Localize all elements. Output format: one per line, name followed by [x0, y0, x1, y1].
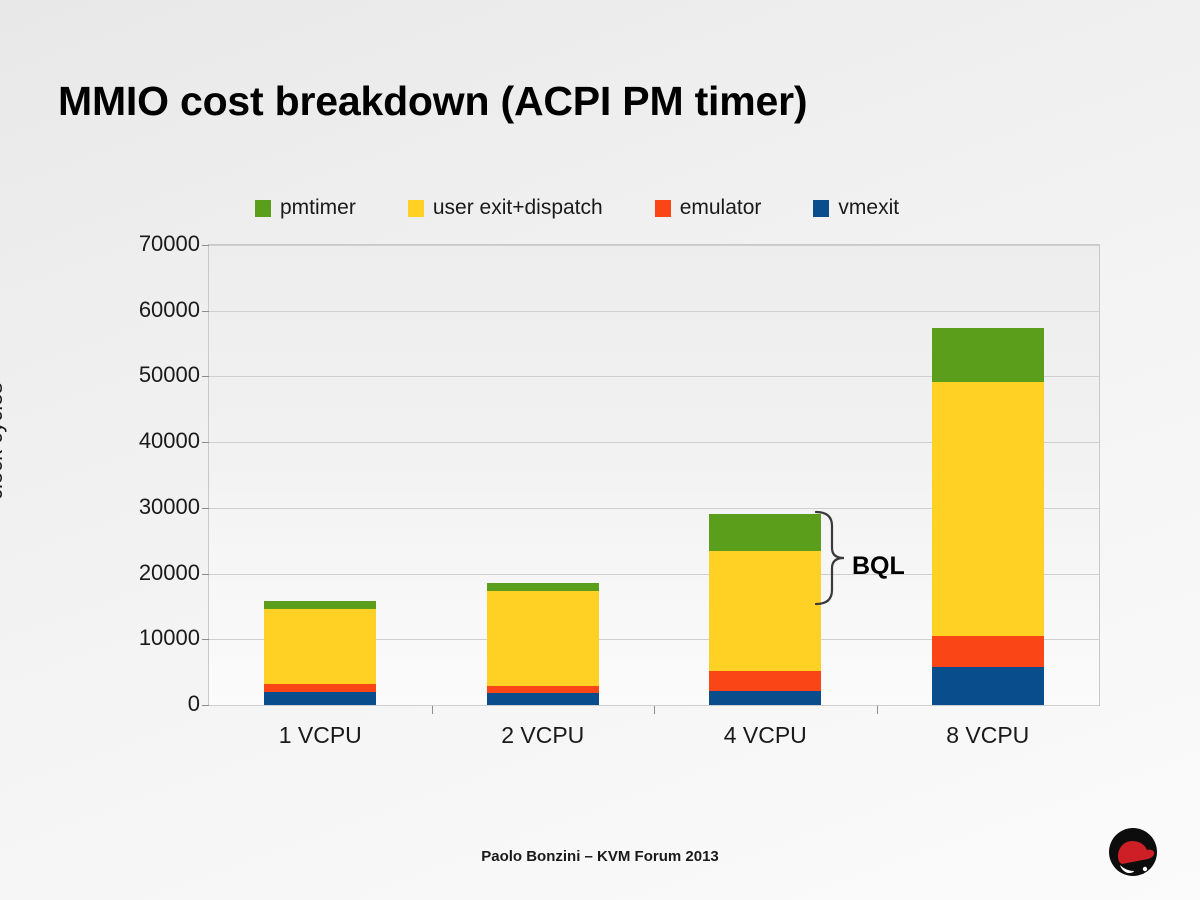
y-gridline: [209, 507, 1099, 509]
x-tick-label: 4 VCPU: [723, 722, 807, 748]
y-gridline: [209, 639, 1099, 641]
bar-segment-vmexit: [709, 690, 822, 705]
y-tick-mark: [202, 310, 209, 312]
bar-segment-emulator: [709, 670, 822, 691]
bar-segment-user-exit-dispatch: [264, 609, 377, 684]
legend-item-pmtimer: pmtimer: [255, 196, 356, 220]
y-tick-mark: [202, 442, 209, 444]
y-gridline: [209, 245, 1099, 246]
y-gridline: [209, 573, 1099, 575]
bar-segment-emulator: [264, 683, 377, 692]
bar-segment-pmtimer: [931, 327, 1044, 382]
legend-item-label: user exit+dispatch: [432, 196, 603, 219]
y-tick-label: 0: [187, 691, 200, 716]
y-tick-label: 50000: [138, 362, 200, 388]
bar-segment-vmexit: [486, 693, 599, 705]
bar-segment-user-exit-dispatch: [486, 590, 599, 686]
y-tick-mark: [202, 573, 209, 575]
bar-4-vcpu: [709, 514, 822, 705]
y-tick-label: 30000: [138, 493, 200, 519]
legend-item-label: vmexit: [838, 196, 900, 219]
y-tick-mark: [202, 639, 209, 641]
y-tick-mark: [202, 376, 209, 378]
x-tick-label: 2 VCPU: [501, 722, 585, 748]
y-gridline: [209, 310, 1099, 312]
y-axis-tick-labels: 0 10000 20000 30000 40000 50000 60000 70000: [68, 231, 200, 716]
plot-area: 1 VCPU 2 VCPU 4 VCPU 8 VCPU: [202, 244, 1100, 748]
bar-segment-pmtimer: [709, 514, 822, 552]
red-hat-shadowman-logo: [1098, 826, 1168, 880]
y-tick-label: 40000: [138, 428, 200, 454]
y-tick-label: 60000: [138, 296, 200, 322]
bar-1-vcpu: [264, 601, 377, 705]
chart-legend: pmtimer user exit+dispatch emulator vmexit: [255, 192, 1075, 224]
x-tick-mark: [876, 706, 878, 714]
x-tick-label: 8 VCPU: [946, 722, 1030, 748]
legend-item-user-exit-dispatch: user exit+dispatch: [407, 196, 603, 220]
bar-2-vcpu: [486, 582, 599, 705]
y-tick-label: 70000: [138, 231, 200, 256]
page-title: MMIO cost breakdown (ACPI PM timer): [58, 78, 808, 124]
y-axis-title: clock cycles: [0, 382, 7, 500]
y-tick-label: 10000: [138, 625, 200, 651]
y-gridline: [209, 376, 1099, 378]
y-gridline: [209, 442, 1099, 444]
x-tick-label: 1 VCPU: [278, 722, 362, 748]
y-tick-mark: [202, 245, 209, 246]
bar-segment-user-exit-dispatch: [931, 381, 1044, 637]
bar-segment-user-exit-dispatch: [709, 551, 822, 671]
legend-item-vmexit: vmexit: [813, 196, 899, 220]
bql-annotation-label: BQL: [852, 552, 905, 580]
y-tick-mark: [202, 507, 209, 509]
y-tick-label: 20000: [138, 559, 200, 585]
bar-segment-vmexit: [264, 691, 377, 705]
x-tick-mark: [654, 706, 655, 714]
bar-8-vcpu: [931, 327, 1044, 705]
legend-swatch-icon: [255, 199, 271, 217]
bar-segment-pmtimer: [486, 582, 599, 591]
x-tick-mark: [431, 706, 433, 714]
legend-swatch-icon: [813, 199, 830, 217]
legend-item-label: pmtimer: [280, 196, 356, 219]
slide-footer: Paolo Bonzini – KVM Forum 2013: [481, 848, 719, 865]
legend-swatch-icon: [654, 199, 671, 217]
legend-item-emulator: emulator: [654, 196, 762, 220]
chart-container: pmtimer user exit+dispatch emulator vmexit …: [0, 170, 1200, 770]
bar-segment-pmtimer: [264, 601, 377, 610]
legend-swatch-icon: [407, 199, 424, 217]
y-gridline: [209, 705, 1099, 706]
bar-segment-emulator: [931, 636, 1044, 667]
bar-segment-emulator: [486, 685, 599, 694]
legend-item-label: emulator: [679, 196, 762, 219]
y-tick-mark: [202, 705, 209, 706]
bar-segment-vmexit: [931, 666, 1044, 705]
